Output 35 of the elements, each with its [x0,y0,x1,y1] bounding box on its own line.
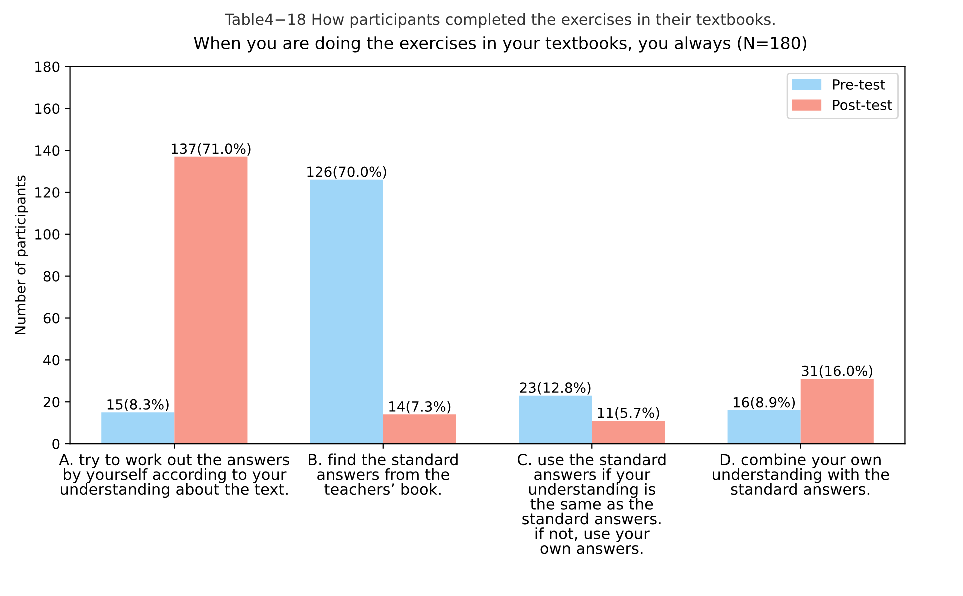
chart-title: Table4−18 How participants completed the exercises in their textbooks. [224,13,775,28]
bar [383,414,456,444]
data-label: 14(7.3%) [390,401,451,414]
y-tick-label: 40 [44,355,60,366]
x-tick-label: A. try to work out the answers by yourself according to your understanding about the text. [59,454,290,498]
data-label: 126(70.0%) [308,166,386,179]
bar [102,412,175,444]
x-tick-label: B. find the standard answers from the teachers’ book. [309,454,458,496]
bar [519,396,592,444]
data-label: 15(8.3%) [108,399,169,412]
y-tick-label: 20 [44,397,60,408]
bar [592,420,666,444]
legend-label: Pre-test [833,80,886,90]
data-label: 11(5.7%) [598,408,660,420]
y-tick-label: 80 [44,271,60,282]
bar [174,156,248,444]
x-tick-label: D. combine your own understanding with the standard answers. [713,454,890,496]
bar [310,180,384,444]
y-tick-label: 100 [36,229,60,240]
data-label: 16(8.9%) [734,397,796,410]
bar [800,379,874,444]
chart-subtitle: When you are doing the exercises in your textbooks, you always (N=180) [194,36,806,53]
data-label: 23(12.8%) [520,382,591,395]
y-tick-label: 160 [36,104,60,114]
data-label: 31(16.0%) [802,366,873,378]
x-tick-label: C. use the standard answers if your understanding is the same as the standard answers. if not, use your own answers. [518,454,666,554]
y-tick-label: 120 [36,187,60,198]
legend-label: Post-test [833,100,892,110]
y-tick-label: 180 [36,62,60,72]
y-tick-label: 60 [44,313,60,324]
y-tick-label: 0 [52,438,60,450]
data-label: 137(71.0%) [172,143,251,156]
bar [728,410,801,444]
y-tick-label: 140 [36,146,60,156]
y-axis-title: Number of participants [15,176,29,334]
